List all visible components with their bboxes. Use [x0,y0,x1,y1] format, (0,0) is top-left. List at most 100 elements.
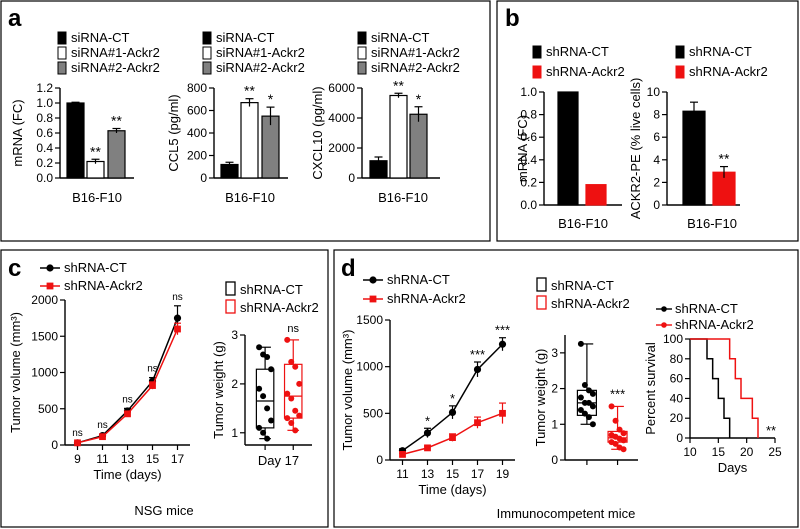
d2-point [585,387,592,394]
c1-ytick-label: 1000 [31,366,58,380]
c1-ytick-label: 0 [51,438,58,452]
c2-point [284,415,291,422]
d3-ylabel: Percent survival [643,342,658,435]
a2-category-label: B16-F10 [225,190,275,205]
a3-ytick-label: 0 [348,171,355,185]
d3-ytick-label: 100 [663,332,683,346]
d3-legend-marker [661,306,667,312]
a3-legend-label: siRNA-CT [371,30,430,45]
c2-legend-swatch [225,281,236,296]
a2-legend-label: siRNA#2-Ackr2 [216,60,305,75]
d2-point [616,426,623,433]
c2-ytick-label: 2 [231,377,238,391]
c2-point [256,385,263,392]
d2-point [612,440,619,447]
a1-ylabel: mRNA (FC) [10,99,25,166]
d1-legend-label: shRNA-Ackr2 [387,291,466,306]
d2-legend-swatch [536,295,547,310]
c1-xtick-label: 9 [74,452,81,466]
c2-point [284,390,291,397]
d1-xtick-label: 13 [421,467,435,481]
c1-legend-marker [46,264,54,272]
d1-ytick-label: 1000 [356,360,383,374]
panel-a-frame [0,0,491,242]
charts-layer: siRNA-CTsiRNA#1-Ackr2siRNA#2-Ackr20.00.2… [8,30,782,497]
c1-ytick-label: 500 [38,402,58,416]
a2-bar-2 [261,115,280,179]
d3-legend-label: shRNA-CT [675,301,738,316]
b2-bar-0 [682,110,706,206]
d1-point [474,419,481,427]
d1-point [449,434,456,441]
d1-point [499,409,506,417]
c2-point [264,354,271,360]
c2-legend-swatch [225,299,236,314]
c1-point [124,410,131,418]
d2-point [589,403,596,410]
c1-series-line-1 [77,328,179,444]
d2-point [620,430,627,437]
a2-ylabel: CCL5 (pg/ml) [166,94,181,171]
a3-ytick-label: 2000 [328,141,355,155]
a3-legend-swatch [357,46,367,60]
b1-ytick-label: 0.8 [520,108,537,122]
a2-ytick-label: 600 [187,104,207,118]
a1-ytick-label: 1.2 [36,81,53,95]
b2-ytick-label: 4 [653,153,660,167]
c1-xtick-label: 11 [96,452,109,466]
b1-ytick-label: 0.4 [520,153,537,167]
b2-ytick-label: 8 [653,108,660,122]
d2-point [577,407,584,413]
a1-ytick-label: 0.2 [36,156,53,170]
d1-xtick-label: 17 [471,467,485,481]
b2-ytick-label: 2 [653,175,660,189]
a1-bar-1 [86,160,105,179]
d2-point [577,394,584,401]
d2-point [577,340,584,347]
b1-ytick-label: 0.0 [520,198,537,212]
a1-ytick-label: 0.0 [36,171,53,185]
d2-point [581,382,588,388]
c2-point [268,366,275,373]
b2-ytick-label: 0 [653,198,660,212]
c1-annotation: ns [97,420,108,431]
d2-ytick-label: 0 [551,453,558,467]
d2-point [612,417,619,424]
b2-category-label: B16-F10 [687,216,737,231]
c2-ytick-label: 3 [231,328,238,342]
a3-bar-1 [389,94,408,179]
a3-category-label: B16-F10 [378,190,428,205]
b2-legend-swatch [675,45,685,59]
a2-legend-label: siRNA#1-Ackr2 [216,45,305,60]
d3-ytick-label: 40 [670,391,684,405]
d2-legend-label: shRNA-CT [551,278,614,293]
a1-sig-2: ** [111,113,122,129]
c1-point [99,433,106,441]
d1-legend-label: shRNA-CT [387,272,450,287]
b2-legend-swatch [675,65,685,79]
b1-legend-label: shRNA-CT [546,44,609,59]
a1-category-label: B16-F10 [72,190,122,205]
d3-xtick-label: 20 [740,445,754,459]
d3-xtick-label: 10 [683,445,697,459]
b2-sig-1: ** [719,151,730,167]
c2-xlabel: Day 17 [258,453,299,468]
c2-point [256,344,263,351]
c2-box-1 [283,363,303,419]
d2-ylabel: Tumor weight (g) [533,349,548,447]
c2-ylabel: Tumor weight (g) [211,341,226,439]
panel-c-frame [0,249,329,528]
d1-point [423,429,432,437]
a2-sig-1: ** [244,83,255,99]
c1-ytick-label: 2000 [31,293,58,307]
b1-ylabel: mRNA (FC) [515,115,530,182]
a1-ytick-label: 1.0 [36,96,53,110]
c2-point [292,427,299,434]
a3-ylabel: CXCL10 (pg/ml) [310,86,325,179]
panel-a-letter: a [8,5,22,32]
c2-point [260,429,267,436]
a1-legend-swatch [57,31,67,45]
c1-legend-marker [46,282,54,290]
d3-legend-marker [661,322,667,328]
c2-point [268,417,275,424]
